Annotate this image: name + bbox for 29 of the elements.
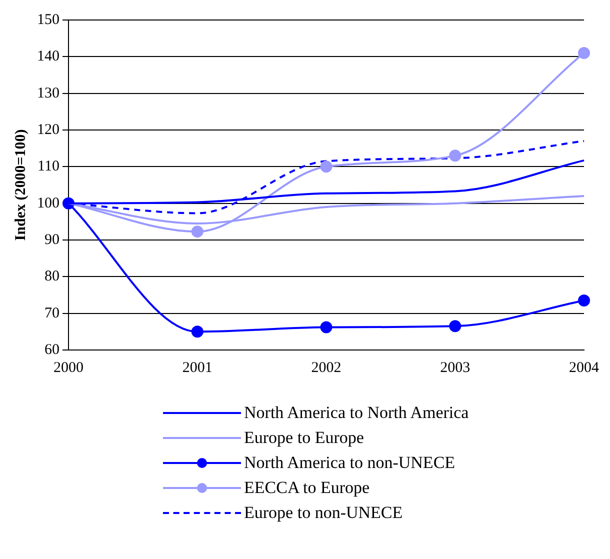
point [320,321,332,334]
legend-label: Europe to non-UNECE [244,502,403,522]
x-tick-label: 2004 [569,360,600,376]
y-axis-title: Index (2000=100) [12,129,29,241]
x-tick-label: 2002 [311,360,342,376]
legend-label: North America to non-UNECE [244,452,456,472]
y-tick-label: 150 [37,12,60,28]
point [578,294,590,306]
point [191,326,204,338]
y-tick-label: 70 [44,305,60,322]
point [320,160,332,173]
point [578,47,590,59]
x-tick-label: 2003 [440,360,470,376]
legend-label: Europe to Europe [244,428,364,448]
x-tick-label: 2001 [182,360,212,376]
y-tick-label: 130 [37,85,60,102]
point [449,320,462,332]
point [449,150,462,162]
point [191,226,204,238]
y-tick-label: 140 [37,48,60,65]
x-tick-label: 2000 [54,360,84,376]
y-tick-label: 90 [44,232,60,248]
y-tick-label: 120 [37,122,60,138]
y-tick-label: 110 [38,158,60,175]
y-tick-label: 100 [37,195,60,212]
y-tick-label: 80 [44,268,60,285]
legend-label: EECCA to Europe [244,478,370,498]
legend-label: North America to North America [244,402,469,422]
y-tick-label: 60 [44,342,60,358]
